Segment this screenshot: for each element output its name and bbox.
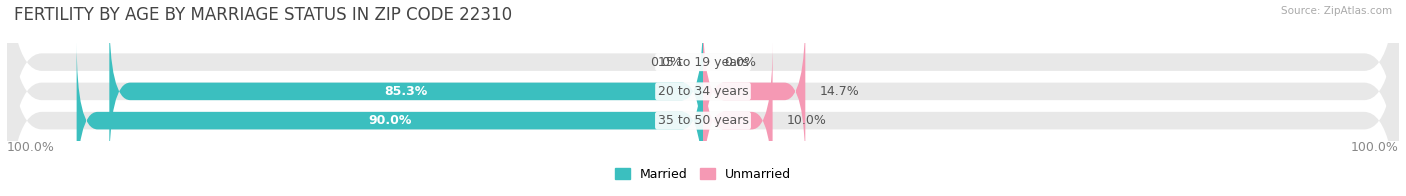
FancyBboxPatch shape xyxy=(7,0,1399,196)
Text: FERTILITY BY AGE BY MARRIAGE STATUS IN ZIP CODE 22310: FERTILITY BY AGE BY MARRIAGE STATUS IN Z… xyxy=(14,6,512,24)
FancyBboxPatch shape xyxy=(703,12,806,170)
Text: 0.0%: 0.0% xyxy=(650,56,682,69)
Text: 10.0%: 10.0% xyxy=(786,114,827,127)
FancyBboxPatch shape xyxy=(110,12,703,170)
FancyBboxPatch shape xyxy=(703,42,773,196)
FancyBboxPatch shape xyxy=(76,42,703,196)
Text: 90.0%: 90.0% xyxy=(368,114,412,127)
FancyBboxPatch shape xyxy=(7,0,1399,196)
Text: 20 to 34 years: 20 to 34 years xyxy=(658,85,748,98)
Text: 85.3%: 85.3% xyxy=(385,85,427,98)
Text: 35 to 50 years: 35 to 50 years xyxy=(658,114,748,127)
FancyBboxPatch shape xyxy=(7,0,1399,196)
Text: 100.0%: 100.0% xyxy=(1351,141,1399,153)
Text: 15 to 19 years: 15 to 19 years xyxy=(658,56,748,69)
Legend: Married, Unmarried: Married, Unmarried xyxy=(610,163,796,186)
Text: 14.7%: 14.7% xyxy=(820,85,859,98)
Text: Source: ZipAtlas.com: Source: ZipAtlas.com xyxy=(1281,6,1392,16)
Text: 0.0%: 0.0% xyxy=(724,56,756,69)
Text: 100.0%: 100.0% xyxy=(7,141,55,153)
